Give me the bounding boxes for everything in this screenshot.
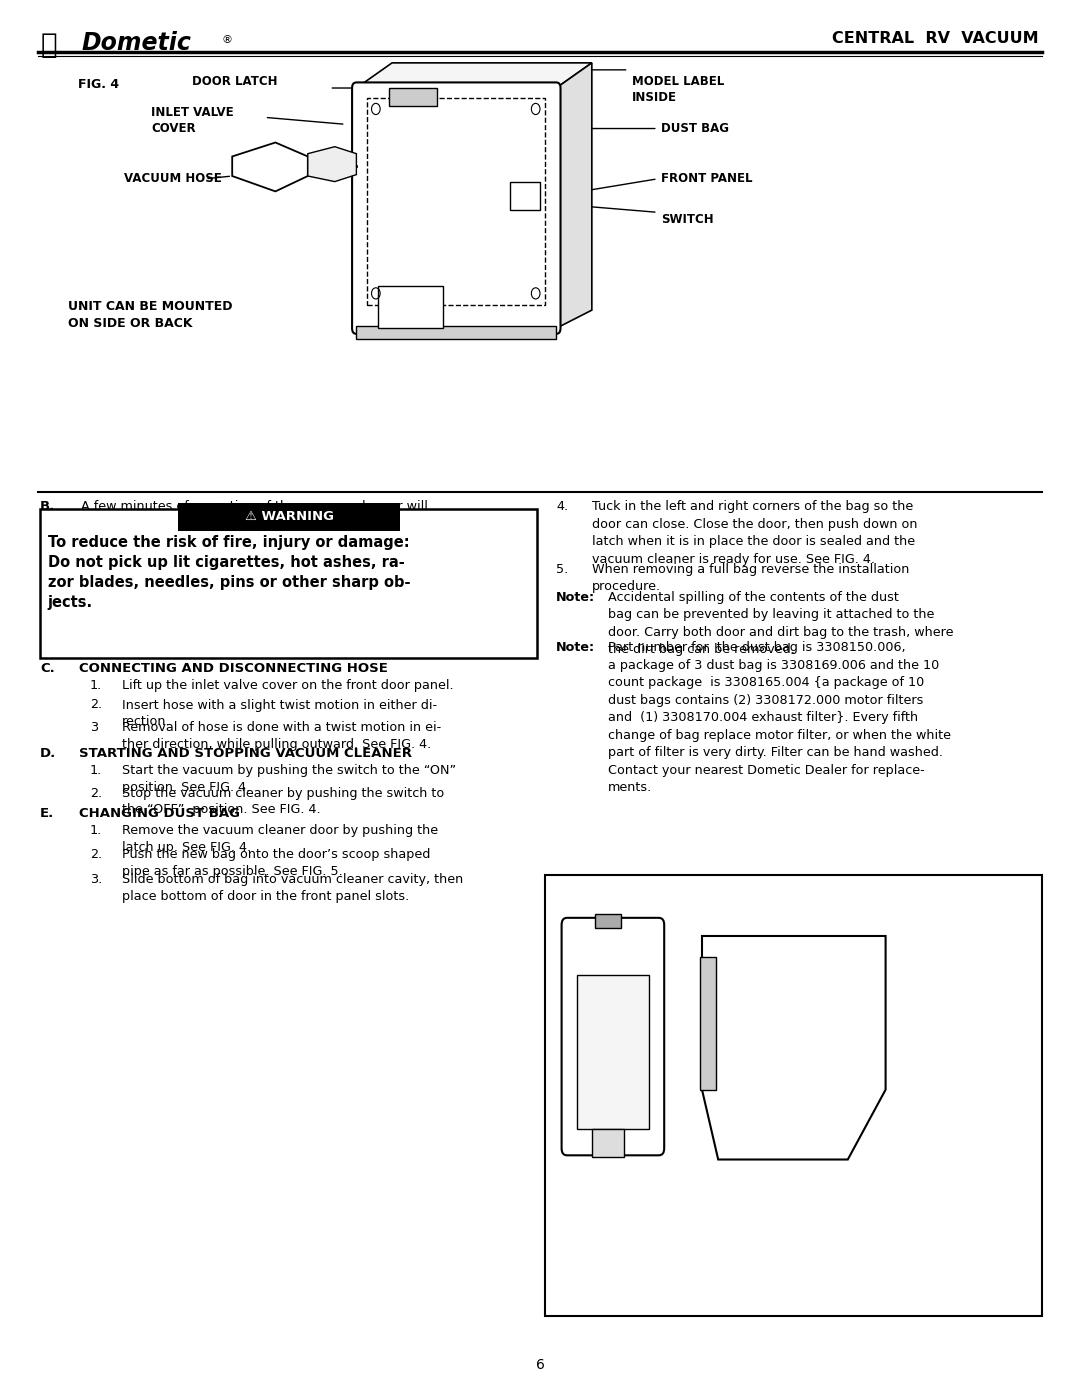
Text: 4.: 4. [556,500,568,513]
Text: FIG. 5: FIG. 5 [557,882,598,894]
Text: C.: C. [40,662,55,675]
Text: DOOR LATCH: DOOR LATCH [192,74,278,88]
Bar [595,914,621,928]
Text: Stop the vacuum cleaner by pushing the switch to
the “OFF”  position. See FIG. 4: Stop the vacuum cleaner by pushing the s… [122,787,444,816]
Text: 1.: 1. [90,824,102,837]
Text: Removal of hose is done with a twist motion in ei-
ther direction, while pulling: Removal of hose is done with a twist mot… [122,721,442,750]
Text: VACUUM HOSE: VACUUM HOSE [124,172,222,186]
Text: Note:: Note: [556,641,595,654]
Text: 1.: 1. [90,764,102,777]
Text: 5.: 5. [556,563,568,576]
Text: Part number for  the dust bag is 3308150.006,
a package of 3 dust bag is 3308169: Part number for the dust bag is 3308150.… [608,641,951,795]
Text: E.: E. [40,807,54,820]
Text: Push the new bag onto the door’s scoop shaped
pipe as far as possible. See FIG. : Push the new bag onto the door’s scoop s… [122,848,431,877]
Polygon shape [702,936,886,1160]
Text: Remove the vacuum cleaner door by pushing the
latch up. See FIG. 4.: Remove the vacuum cleaner door by pushin… [122,824,438,854]
Text: CENTRAL  RV  VACUUM: CENTRAL RV VACUUM [833,31,1039,46]
Bar [577,975,649,1129]
Text: 3.: 3. [90,873,102,886]
Text: CHANGING DUST BAG: CHANGING DUST BAG [79,807,240,820]
Text: Tuck in the left and right corners of the bag so the
door can close. Close the d: Tuck in the left and right corners of th… [592,500,917,566]
Text: PUSH DUST BAG ON
SCOOP AS FAR AS
POSSIBLE: PUSH DUST BAG ON SCOOP AS FAR AS POSSIBL… [643,1180,783,1228]
FancyBboxPatch shape [352,82,561,334]
Text: FRONT PANEL: FRONT PANEL [661,172,753,186]
Bar [700,957,716,1090]
Bar [367,98,545,305]
Text: Lift up the inlet valve cover on the front door panel.: Lift up the inlet valve cover on the fro… [122,679,454,692]
Bar [178,503,400,531]
Text: D.: D. [40,747,56,760]
Polygon shape [232,142,308,191]
Text: When removing a full bag reverse the installation
procedure.: When removing a full bag reverse the ins… [592,563,909,594]
Text: Accidental spilling of the contents of the dust
bag can be prevented by leaving : Accidental spilling of the contents of t… [608,591,954,657]
Text: To reduce the risk of fire, injury or damage:
Do not pick up lit cigarettes, hot: To reduce the risk of fire, injury or da… [48,535,410,610]
Text: Insert hose with a slight twist motion in either di-
rection.: Insert hose with a slight twist motion i… [122,698,437,728]
Text: 6: 6 [536,1358,544,1372]
Text: Dometic: Dometic [81,31,191,54]
Text: DOOR: DOOR [593,1157,632,1169]
Text: Start the vacuum by pushing the switch to the “ON”
position. See FIG. 4.: Start the vacuum by pushing the switch t… [122,764,456,793]
Text: Note:: Note: [556,591,595,604]
Text: SWITCH: SWITCH [661,212,714,226]
Polygon shape [308,147,356,182]
Text: UNIT CAN BE MOUNTED
ON SIDE OR BACK: UNIT CAN BE MOUNTED ON SIDE OR BACK [68,300,232,330]
Text: 2.: 2. [90,698,102,711]
Text: ⓘ: ⓘ [41,31,57,59]
Bar [389,88,437,106]
Text: B.: B. [40,500,55,513]
Text: ®: ® [221,35,232,45]
Text: CONNECTING AND DISCONNECTING HOSE: CONNECTING AND DISCONNECTING HOSE [79,662,388,675]
Text: STARTING AND STOPPING VACUUM CLEANER: STARTING AND STOPPING VACUUM CLEANER [79,747,411,760]
Bar [356,326,556,339]
Text: 2.: 2. [90,787,102,799]
Text: A few minutes of operating of the vacuum cleaner will
result in the discharge of: A few minutes of operating of the vacuum… [81,500,438,583]
Polygon shape [356,63,592,88]
Text: DUST BAG: DUST BAG [661,122,729,136]
Text: INLET VALVE
COVER: INLET VALVE COVER [151,106,234,136]
Bar [378,286,443,328]
Text: ⚠ WARNING: ⚠ WARNING [245,510,334,524]
Text: DUST BAG: DUST BAG [764,946,835,982]
Text: 3: 3 [90,721,98,733]
Text: MODEL LABEL
INSIDE: MODEL LABEL INSIDE [632,75,724,105]
Bar [545,875,1042,1316]
Text: 1.: 1. [90,679,102,692]
Text: 2.: 2. [90,848,102,861]
Bar [510,182,540,210]
Bar [592,1129,624,1157]
Text: FIG. 4: FIG. 4 [78,78,119,91]
Polygon shape [556,63,592,328]
FancyBboxPatch shape [562,918,664,1155]
Bar [40,509,537,658]
Text: Slide bottom of bag into vacuum cleaner cavity, then
place bottom of door in the: Slide bottom of bag into vacuum cleaner … [122,873,463,902]
